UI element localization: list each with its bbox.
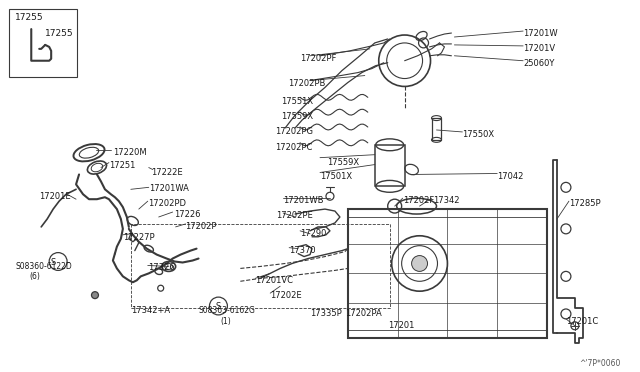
Text: 17202F: 17202F [403, 196, 434, 205]
Text: 17202PD: 17202PD [148, 199, 186, 208]
Text: 17042: 17042 [497, 171, 524, 180]
Text: (1): (1) [220, 317, 231, 326]
Text: 17201C: 17201C [566, 317, 598, 326]
Text: 17226: 17226 [173, 210, 200, 219]
Text: 17220M: 17220M [113, 148, 147, 157]
Text: 17202P: 17202P [186, 222, 217, 231]
Text: 17326: 17326 [148, 263, 174, 272]
Text: 17501X: 17501X [320, 171, 352, 180]
Text: 17201W: 17201W [523, 29, 557, 38]
Circle shape [412, 256, 428, 272]
Text: 17342: 17342 [433, 196, 460, 205]
Text: 17202PB: 17202PB [288, 78, 326, 87]
Bar [10, 9, 77, 77]
Text: 17370: 17370 [289, 246, 316, 255]
Text: 17227P: 17227P [123, 233, 154, 242]
Text: 17335P: 17335P [310, 309, 342, 318]
Text: S08360-6122D: S08360-6122D [15, 262, 72, 270]
Text: S: S [216, 302, 221, 311]
Text: 17201WB: 17201WB [283, 196, 324, 205]
Text: 17202E: 17202E [270, 291, 302, 300]
Text: 17202PE: 17202PE [276, 211, 313, 220]
Text: 17222E: 17222E [151, 167, 182, 177]
Text: 25060Y: 25060Y [523, 59, 554, 68]
Text: 17201: 17201 [388, 321, 414, 330]
Text: 17202PA: 17202PA [345, 309, 381, 318]
Text: 17290: 17290 [300, 229, 326, 238]
Bar [375, 145, 404, 186]
Text: 17559X: 17559X [281, 112, 314, 121]
Text: 17251: 17251 [109, 161, 135, 170]
Text: 17559X: 17559X [327, 158, 359, 167]
Text: S: S [51, 257, 56, 267]
Text: 17255: 17255 [15, 13, 44, 22]
Text: 17255: 17255 [45, 29, 74, 38]
Text: 17201VC: 17201VC [255, 276, 293, 285]
Text: 17201WA: 17201WA [148, 185, 189, 193]
Text: 17202PG: 17202PG [275, 127, 313, 136]
Text: S08363-6162G: S08363-6162G [198, 306, 255, 315]
Bar [431, 118, 442, 140]
Text: 17202PF: 17202PF [300, 54, 337, 63]
Text: 17201V: 17201V [523, 44, 556, 53]
Text: (6): (6) [29, 272, 40, 281]
Circle shape [92, 292, 99, 299]
Text: ^'7P*0060: ^'7P*0060 [579, 359, 620, 368]
Text: 17202PC: 17202PC [275, 143, 312, 152]
Text: 17201E: 17201E [39, 192, 71, 201]
Text: 17285P: 17285P [569, 199, 600, 208]
Bar [348, 209, 547, 338]
Text: 17551X: 17551X [281, 97, 314, 106]
Text: 17342+A: 17342+A [131, 306, 170, 315]
Text: 17550X: 17550X [462, 130, 495, 139]
